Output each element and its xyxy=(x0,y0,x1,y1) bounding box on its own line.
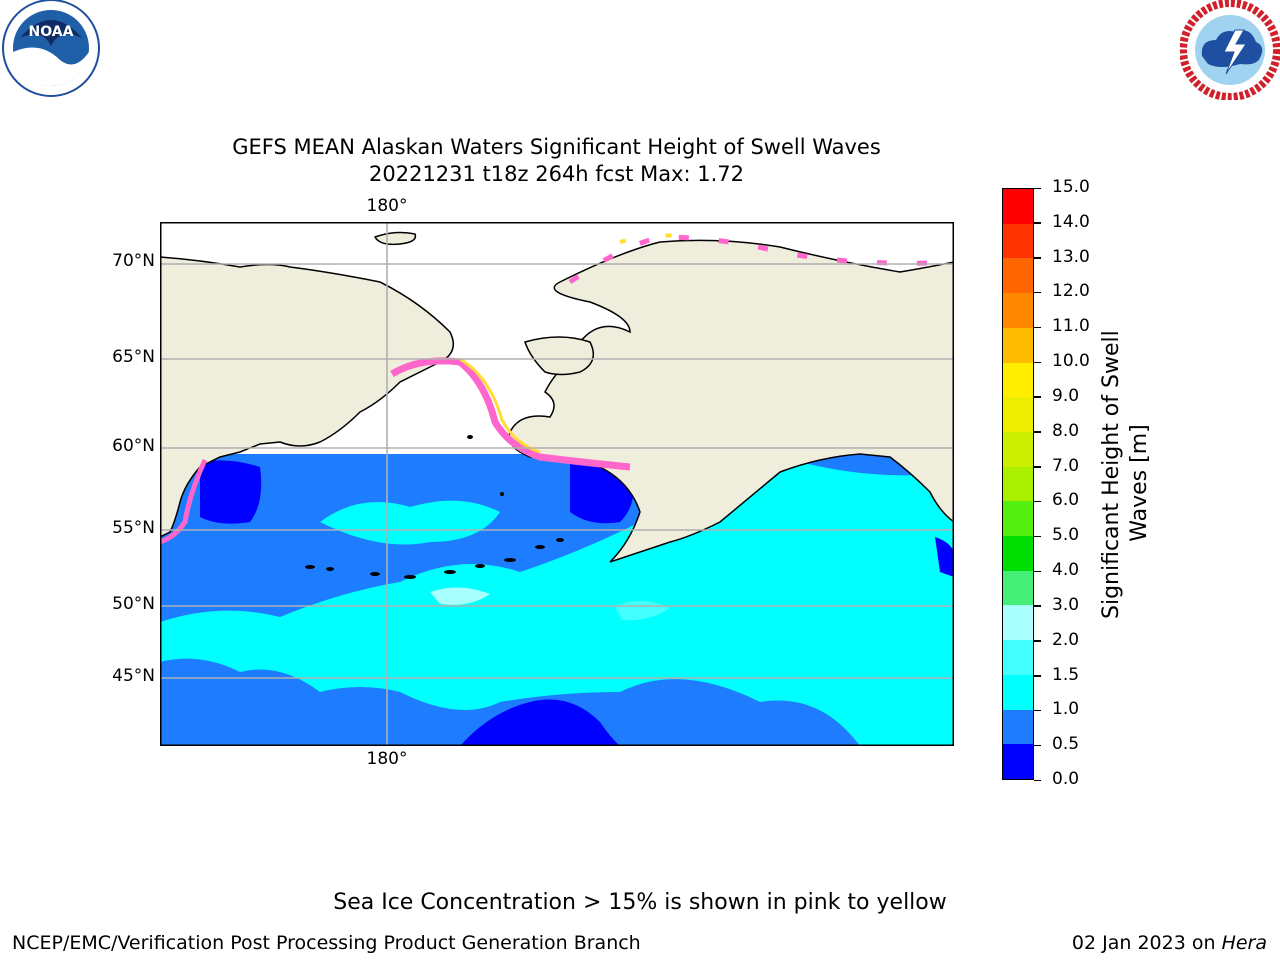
colorbar-tick xyxy=(1034,257,1041,259)
lat-label-45: 45°N xyxy=(112,666,155,686)
colorbar-tick-label: 7.0 xyxy=(1052,455,1080,476)
lat-label-55: 55°N xyxy=(112,518,155,538)
colorbar-segment xyxy=(1003,707,1033,745)
colorbar-tick xyxy=(1034,779,1041,781)
date-text: 02 Jan 2023 on Hera xyxy=(1072,932,1267,954)
land-seward-peninsula xyxy=(524,336,595,376)
colorbar xyxy=(1002,188,1034,780)
colorbar-segment xyxy=(1003,569,1033,606)
colorbar-segment xyxy=(1003,221,1033,259)
colorbar-segment xyxy=(1003,395,1033,432)
colorbar-tick-label: 11.0 xyxy=(1052,316,1090,337)
colorbar-tick-label: 15.0 xyxy=(1052,177,1090,197)
colorbar-tick-label: 0.0 xyxy=(1052,769,1080,789)
swell-low-panhandle xyxy=(935,537,954,577)
colorbar-tick xyxy=(1034,709,1041,712)
credit-text: NCEP/EMC/Verification Post Processing Pr… xyxy=(12,932,641,954)
swell-band-1-1.5m xyxy=(160,462,954,746)
map-frame xyxy=(160,222,954,746)
colorbar-tick-label: 10.0 xyxy=(1052,351,1090,372)
colorbar-tick-label: 13.0 xyxy=(1052,246,1090,267)
colorbar-tick xyxy=(1034,291,1041,294)
colorbar-segment xyxy=(1003,499,1033,537)
colorbar-segment xyxy=(1003,189,1033,224)
chart-title: GEFS MEAN Alaskan Waters Significant Hei… xyxy=(232,135,881,159)
colorbar-tick-label: 12.0 xyxy=(1052,281,1090,302)
colorbar-tick xyxy=(1034,361,1041,364)
colorbar-tick-label: 1.0 xyxy=(1052,699,1080,720)
chart-subtitle: 20221231 t18z 264h fcst Max: 1.72 xyxy=(369,162,744,186)
colorbar-tick xyxy=(1034,500,1041,503)
colorbar-tick-label: 8.0 xyxy=(1052,420,1080,441)
machine-name: Hera xyxy=(1221,932,1267,954)
colorbar-tick xyxy=(1034,187,1041,189)
swell-patch-cyan-1 xyxy=(320,500,500,545)
colorbar-tick xyxy=(1034,431,1041,433)
lat-label-50: 50°N xyxy=(112,594,155,614)
colorbar-segment xyxy=(1003,360,1033,398)
colorbar-tick xyxy=(1034,605,1041,607)
noaa-logo: NOAA xyxy=(2,0,100,97)
colorbar-segment xyxy=(1003,256,1033,294)
colorbar-tick-label: 6.0 xyxy=(1052,490,1080,511)
aleutian-islands xyxy=(305,435,564,579)
lon-label-bottom: 180° xyxy=(366,749,408,769)
date-value: 02 Jan 2023 on xyxy=(1071,932,1222,954)
graticule xyxy=(160,222,954,746)
colorbar-segment xyxy=(1003,534,1033,571)
colorbar-tick-label: 0.5 xyxy=(1052,734,1080,755)
colorbar-tick xyxy=(1034,744,1041,747)
colorbar-segment xyxy=(1003,673,1033,710)
colorbar-tick-label: 14.0 xyxy=(1052,211,1090,232)
sea-ice-bering-yellow xyxy=(459,357,541,454)
colorbar-tick-label: 5.0 xyxy=(1052,525,1080,546)
sea-ice-note: Sea Ice Concentration > 15% is shown in … xyxy=(333,890,947,915)
colorbar-tick-label: 1.5 xyxy=(1052,664,1080,685)
swell-height-map xyxy=(160,222,954,746)
colorbar-segment xyxy=(1003,291,1033,328)
colorbar-tick xyxy=(1034,466,1041,468)
colorbar-segment xyxy=(1003,464,1033,502)
lat-label-60: 60°N xyxy=(112,436,155,456)
land-siberia xyxy=(160,256,455,538)
colorbar-segment xyxy=(1003,430,1033,467)
colorbar-tick-label: 4.0 xyxy=(1052,560,1080,581)
lon-label-top: 180° xyxy=(366,196,408,216)
colorbar-tick xyxy=(1034,570,1041,573)
colorbar-tick xyxy=(1034,535,1041,538)
colorbar-tick xyxy=(1034,640,1041,642)
sea-ice-kamchatka xyxy=(160,458,208,545)
colorbar-tick xyxy=(1034,396,1041,398)
colorbar-title-line2: Waves [m] xyxy=(1127,424,1152,542)
lat-label-65: 65°N xyxy=(112,347,155,367)
lat-label-70: 70°N xyxy=(112,251,155,271)
colorbar-title-line1: Significant Height of Swell xyxy=(1099,330,1124,619)
swell-low-south xyxy=(460,699,620,746)
colorbar-tick-label: 3.0 xyxy=(1052,594,1080,615)
colorbar-tick-label: 9.0 xyxy=(1052,385,1080,406)
land-wrangel-island xyxy=(373,231,417,246)
swell-patch-light-cyan xyxy=(430,587,490,605)
sea-ice-bering xyxy=(390,357,631,471)
colorbar-tick-label: 2.0 xyxy=(1052,629,1080,650)
swell-low-kamchatka xyxy=(200,460,262,524)
colorbar-segment xyxy=(1003,742,1033,779)
colorbar-segment xyxy=(1003,326,1033,363)
noaa-logo-text: NOAA xyxy=(29,24,74,40)
colorbar-title: Significant Height of Swell Waves [m] xyxy=(990,330,1262,619)
colorbar-segment xyxy=(1003,638,1033,675)
colorbar-tick xyxy=(1034,675,1041,677)
colorbar-tick xyxy=(1034,326,1041,329)
colorbar-tick xyxy=(1034,222,1041,224)
colorbar-segment xyxy=(1003,603,1033,641)
nws-logo xyxy=(1180,0,1280,100)
